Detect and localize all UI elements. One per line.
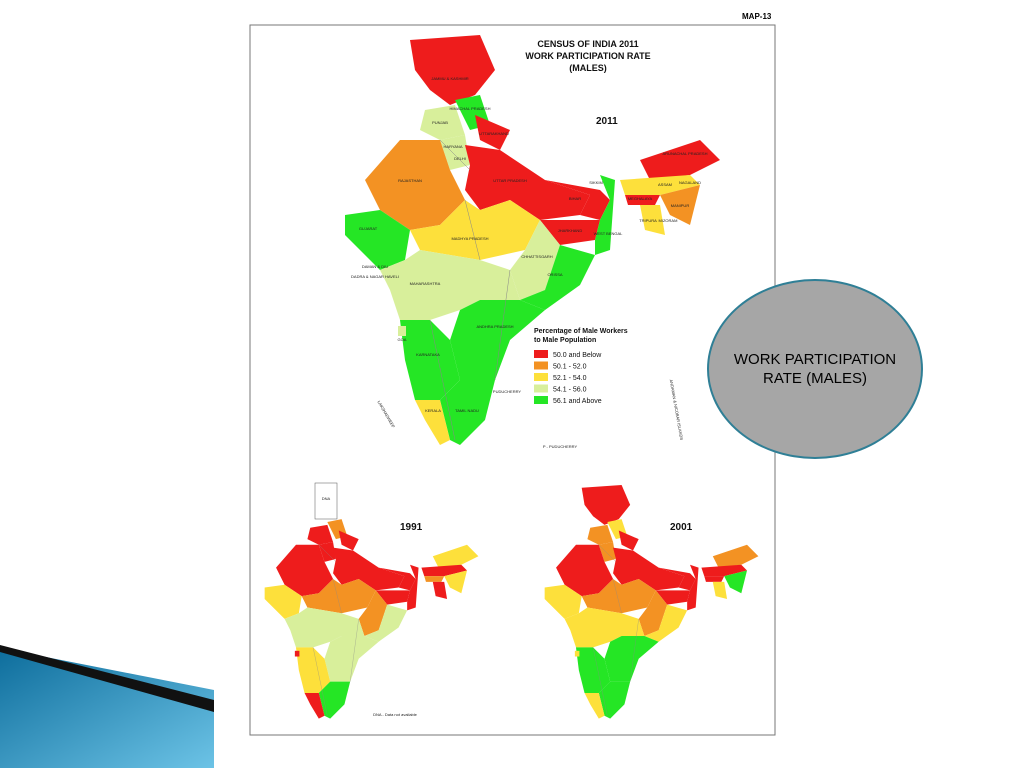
- legend-swatch: [534, 361, 548, 370]
- legend-title: Percentage of Male Workers: [534, 328, 628, 335]
- map-title: (MALES): [569, 63, 607, 73]
- legend-swatch: [534, 396, 548, 404]
- map-title: CENSUS OF INDIA 2011: [537, 39, 638, 49]
- legend-label: 56.1 and Above: [553, 398, 602, 405]
- state-label: RAJASTHAN: [398, 178, 422, 183]
- state-label: WEST BENGAL: [594, 231, 624, 236]
- footnote: DNA - Data not available: [373, 712, 418, 717]
- state-label: TAMIL NADU: [455, 408, 479, 413]
- state-label: UTTARAKHAND: [479, 131, 509, 136]
- state-label: MAHARASHTRA: [410, 281, 441, 286]
- state-label: DELHI: [454, 156, 466, 161]
- state-label: PUDUCHERRY: [493, 389, 521, 394]
- map-title: WORK PARTICIPATION RATE: [525, 51, 650, 61]
- state-label: GOA: [398, 337, 407, 342]
- jk-outline: [314, 482, 338, 520]
- legend-label: 50.0 and Below: [553, 352, 602, 359]
- callout-bubble: WORK PARTICIPATION RATE (MALES): [707, 279, 923, 459]
- map-label: MAP-13: [742, 12, 772, 21]
- state-label: HARYANA: [444, 144, 463, 149]
- legend-label: 50.1 - 52.0: [553, 364, 587, 371]
- state-label: JAMMU & KASHMIR: [431, 76, 468, 81]
- footnote: DNA: [322, 496, 331, 501]
- state-label: TRIPURA: [639, 218, 657, 223]
- decor-stripe: [0, 645, 214, 712]
- legend-label: 54.1 - 56.0: [553, 387, 587, 394]
- state-label: ARUNACHAL PRADESH: [663, 151, 708, 156]
- state-label: DAMAN & DIU: [362, 264, 388, 269]
- state-label: KERALA: [425, 408, 441, 413]
- year-label: 1991: [400, 522, 423, 533]
- state-label: MANIPUR: [671, 203, 690, 208]
- state-label: GUJARAT: [359, 226, 378, 231]
- state-label: KARNATAKA: [416, 352, 440, 357]
- state-label: MEGHALAYA: [628, 196, 653, 201]
- legend-swatch: [534, 384, 548, 393]
- state-label: MADHYA PRADESH: [451, 236, 488, 241]
- legend-title: to Male Population: [534, 337, 596, 344]
- decor-wedge: [0, 648, 214, 768]
- state-label: ANDHRA PRADESH: [476, 324, 513, 329]
- state-label: NAGALAND: [679, 180, 701, 185]
- legend: Percentage of Male Workers to Male Popul…: [534, 328, 628, 405]
- state-label: MIZORAM: [659, 218, 678, 223]
- state-label: SIKKIM: [589, 180, 603, 185]
- legend-label: 52.1 - 54.0: [553, 375, 587, 382]
- state-label: UTTAR PRADESH: [493, 178, 527, 183]
- state-label: JHARKHAND: [558, 228, 583, 233]
- state-label: BIHAR: [569, 196, 581, 201]
- state-label: ASSAM: [658, 182, 672, 187]
- year-label: 2011: [596, 116, 618, 127]
- state-label: DADRA & NAGAR HAVELI: [351, 274, 399, 279]
- state-label: HIMACHAL PRADESH: [450, 106, 491, 111]
- year-label: 2001: [670, 522, 693, 533]
- state-label: CHHATTISGARH: [521, 254, 552, 259]
- state-label: PUNJAB: [432, 120, 448, 125]
- state-label: ORISSA: [547, 272, 562, 277]
- legend-swatch: [534, 373, 548, 381]
- legend-swatch: [534, 350, 548, 358]
- footnote: P - PUDUCHERRY: [543, 444, 578, 449]
